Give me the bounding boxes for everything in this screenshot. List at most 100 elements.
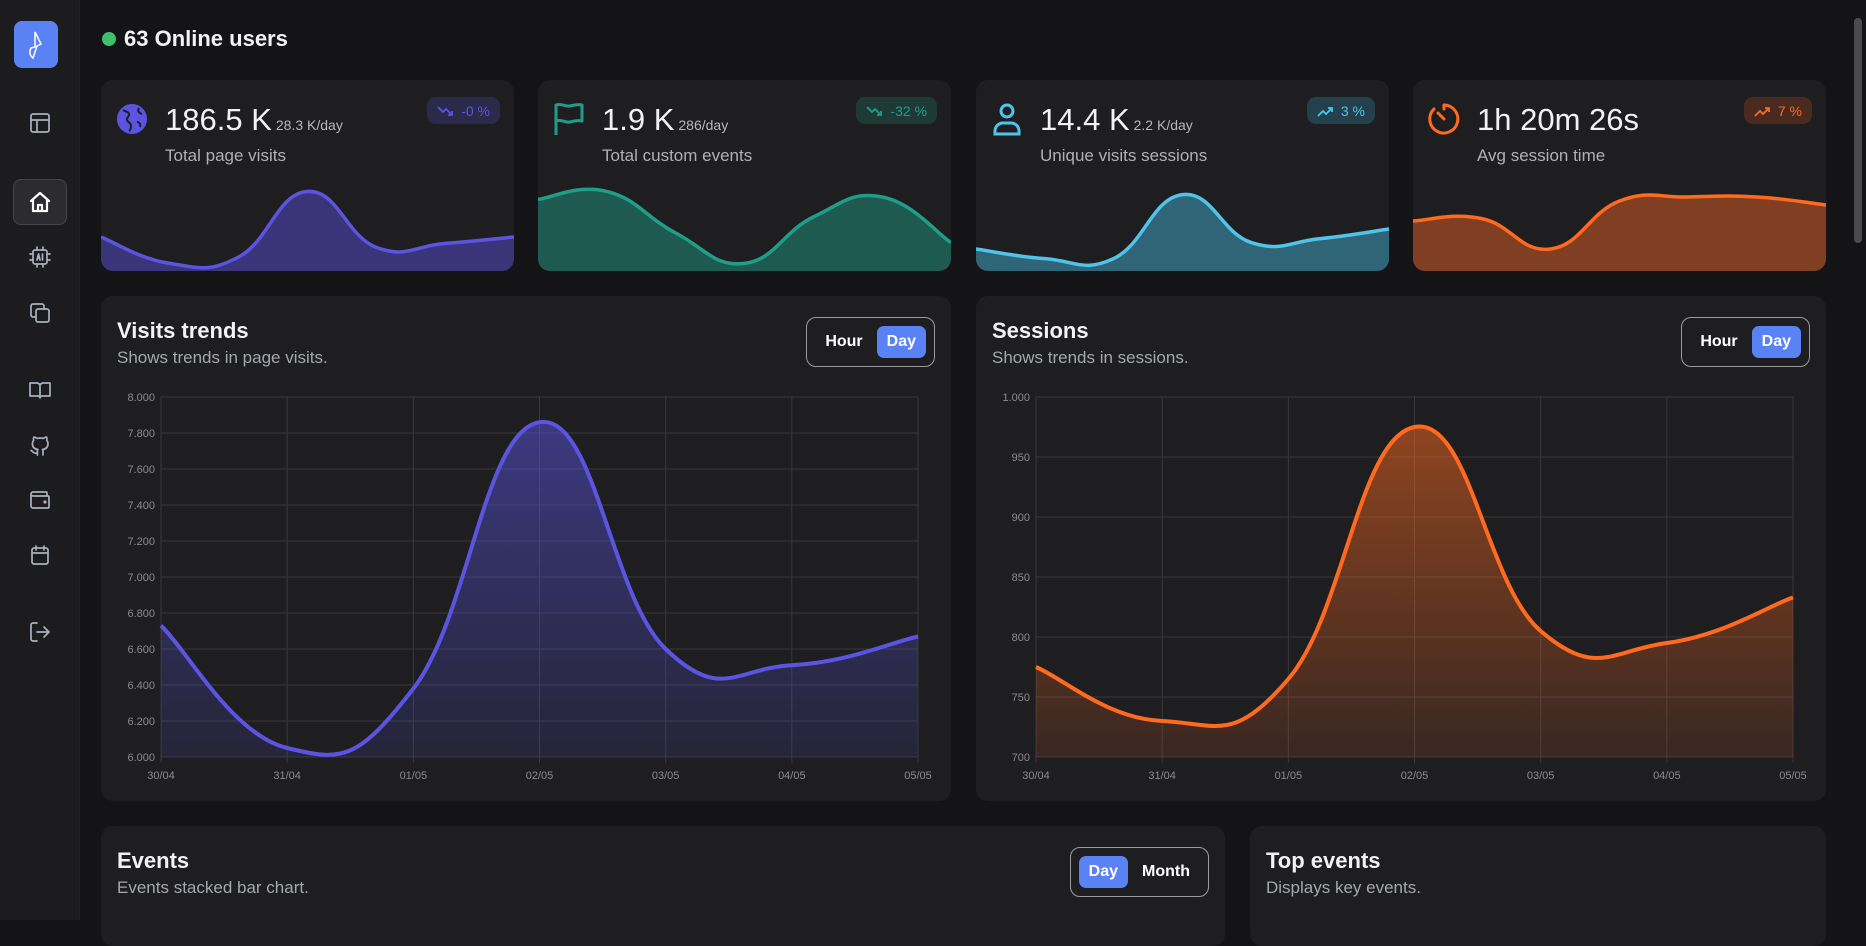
sparkline-line xyxy=(976,192,1389,268)
y-tick-label: 850 xyxy=(1012,572,1030,584)
home-icon xyxy=(29,191,51,213)
github-icon xyxy=(30,436,49,456)
panel-title: Visits trends xyxy=(117,318,249,343)
logout-icon xyxy=(30,622,50,642)
events-panel: Events Events stacked bar chart. Day Mon… xyxy=(101,826,1225,946)
logo-icon xyxy=(29,31,43,59)
sparkline-line xyxy=(538,187,951,266)
sidebar-item-ai[interactable] xyxy=(13,234,67,280)
sidebar-item-github[interactable] xyxy=(13,422,67,468)
y-tick-label: 6.800 xyxy=(127,608,155,620)
stat-card: 14.4 K 2.2 K/day Unique visits sessions 3… xyxy=(976,80,1389,271)
y-tick-label: 950 xyxy=(1012,452,1030,464)
top-events-panel: Top events Displays key events. xyxy=(1250,826,1826,946)
series-line xyxy=(1035,424,1794,728)
x-tick-label: 02/05 xyxy=(526,770,554,782)
sidebar-item-calendar[interactable] xyxy=(13,532,67,578)
stat-label: Avg session time xyxy=(1477,146,1606,165)
sparkline xyxy=(101,189,514,271)
toggle-day-button[interactable]: Day xyxy=(1751,326,1801,358)
x-tick-label: 03/05 xyxy=(1527,770,1555,782)
x-tick-label: 02/05 xyxy=(1401,770,1429,782)
stat-per-day: 28.3 K/day xyxy=(275,117,343,133)
toggle-month-button[interactable]: Month xyxy=(1142,863,1190,880)
x-tick-label: 04/05 xyxy=(778,770,806,782)
sparkline xyxy=(1413,193,1826,271)
series-line xyxy=(159,420,919,757)
sparkline xyxy=(538,187,951,271)
stat-per-day: 286/day xyxy=(678,117,729,133)
stat-label: Total page visits xyxy=(165,146,286,165)
trend-up-icon xyxy=(1754,106,1770,117)
stat-per-day: 2.2 K/day xyxy=(1133,117,1193,133)
x-tick-label: 30/04 xyxy=(1022,770,1050,782)
toggle-day-button[interactable]: Day xyxy=(876,326,926,358)
x-tick-label: 05/05 xyxy=(1779,770,1807,782)
sidebar-item-wallet[interactable] xyxy=(13,477,67,523)
trend-down-icon xyxy=(866,105,883,116)
logo[interactable] xyxy=(14,21,58,68)
series-area xyxy=(161,421,918,757)
visits-line-chart: 6.000 6.200 6.400 6.600 6.800 7.000 7.200 7.400… xyxy=(127,392,932,782)
trend-badge: -0 % xyxy=(427,97,500,124)
toggle-day-button[interactable]: Day xyxy=(1078,856,1129,888)
trend-badge: 3 % xyxy=(1306,97,1375,124)
sparkline-area xyxy=(976,194,1389,271)
trend-down-icon xyxy=(437,105,454,116)
sidebar-item-logout[interactable] xyxy=(13,609,67,655)
sessions-line-chart: 700 750 800 850 900 950 1.000 30/04 31/04 01/05 02… xyxy=(1002,392,1807,782)
y-tick-label: 7.200 xyxy=(127,536,155,548)
panel-title: Top events xyxy=(1266,848,1381,873)
page-scrollbar[interactable] xyxy=(1850,0,1866,920)
y-tick-label: 700 xyxy=(1012,752,1030,764)
online-users-label: 63 Online users xyxy=(124,26,288,51)
layout-icon xyxy=(30,113,50,133)
sidebar-item-layout[interactable] xyxy=(13,100,67,146)
panel-subtitle: Shows trends in page visits. xyxy=(117,348,328,367)
sparkline-area xyxy=(1413,194,1826,271)
ai-chip-icon xyxy=(29,246,51,268)
stat-card: 186.5 K 28.3 K/day Total page visits -0 % xyxy=(101,80,514,271)
y-tick-label: 6.400 xyxy=(127,680,155,692)
stat-label: Unique visits sessions xyxy=(1040,146,1208,165)
sparkline-area xyxy=(538,189,951,271)
online-users: 63 Online users xyxy=(102,26,288,52)
y-tick-label: 900 xyxy=(1012,512,1030,524)
stat-label: Total custom events xyxy=(602,146,753,165)
y-tick-label: 6.000 xyxy=(127,752,155,764)
y-tick-label: 1.000 xyxy=(1002,392,1030,404)
y-tick-label: 7.600 xyxy=(127,464,155,476)
visits-trends-panel: Visits trends Shows trends in page visit… xyxy=(101,296,951,801)
panel-subtitle: Shows trends in sessions. xyxy=(992,348,1189,367)
toggle-hour-button[interactable]: Hour xyxy=(1700,333,1738,350)
calendar-icon xyxy=(31,545,49,565)
stat-value: 1h 20m 26s xyxy=(1477,102,1639,137)
y-tick-label: 800 xyxy=(1012,632,1030,644)
panel-subtitle: Events stacked bar chart. xyxy=(117,878,309,897)
x-tick-label: 31/04 xyxy=(273,770,301,782)
sidebar-item-copy[interactable] xyxy=(13,290,67,336)
sparkline xyxy=(976,192,1389,271)
stat-value: 1.9 K 286/day xyxy=(602,102,729,137)
toggle-hour-button[interactable]: Hour xyxy=(825,333,863,350)
sparkline-line xyxy=(1413,193,1826,252)
time-range-toggle: Hour Day xyxy=(806,317,935,367)
x-tick-label: 01/05 xyxy=(1275,770,1303,782)
panel-title: Sessions xyxy=(992,318,1089,343)
stat-card: 1.9 K 286/day Total custom events -32 % xyxy=(538,80,951,271)
sparkline-area xyxy=(101,191,514,271)
sidebar-item-home[interactable] xyxy=(13,179,67,225)
stat-value: 186.5 K 28.3 K/day xyxy=(165,102,343,137)
sidebar-item-docs[interactable] xyxy=(13,367,67,413)
y-tick-label: 7.800 xyxy=(127,428,155,440)
scrollbar-thumb[interactable] xyxy=(1854,18,1862,243)
sidebar xyxy=(0,0,80,920)
x-tick-label: 31/04 xyxy=(1148,770,1176,782)
time-range-toggle: Hour Day xyxy=(1681,317,1810,367)
panel-subtitle: Displays key events. xyxy=(1266,878,1421,897)
y-tick-label: 6.600 xyxy=(127,644,155,656)
y-tick-label: 750 xyxy=(1012,692,1030,704)
x-tick-label: 05/05 xyxy=(904,770,932,782)
sessions-panel: Sessions Shows trends in sessions. Hour … xyxy=(976,296,1826,801)
timer-icon xyxy=(1428,103,1460,135)
